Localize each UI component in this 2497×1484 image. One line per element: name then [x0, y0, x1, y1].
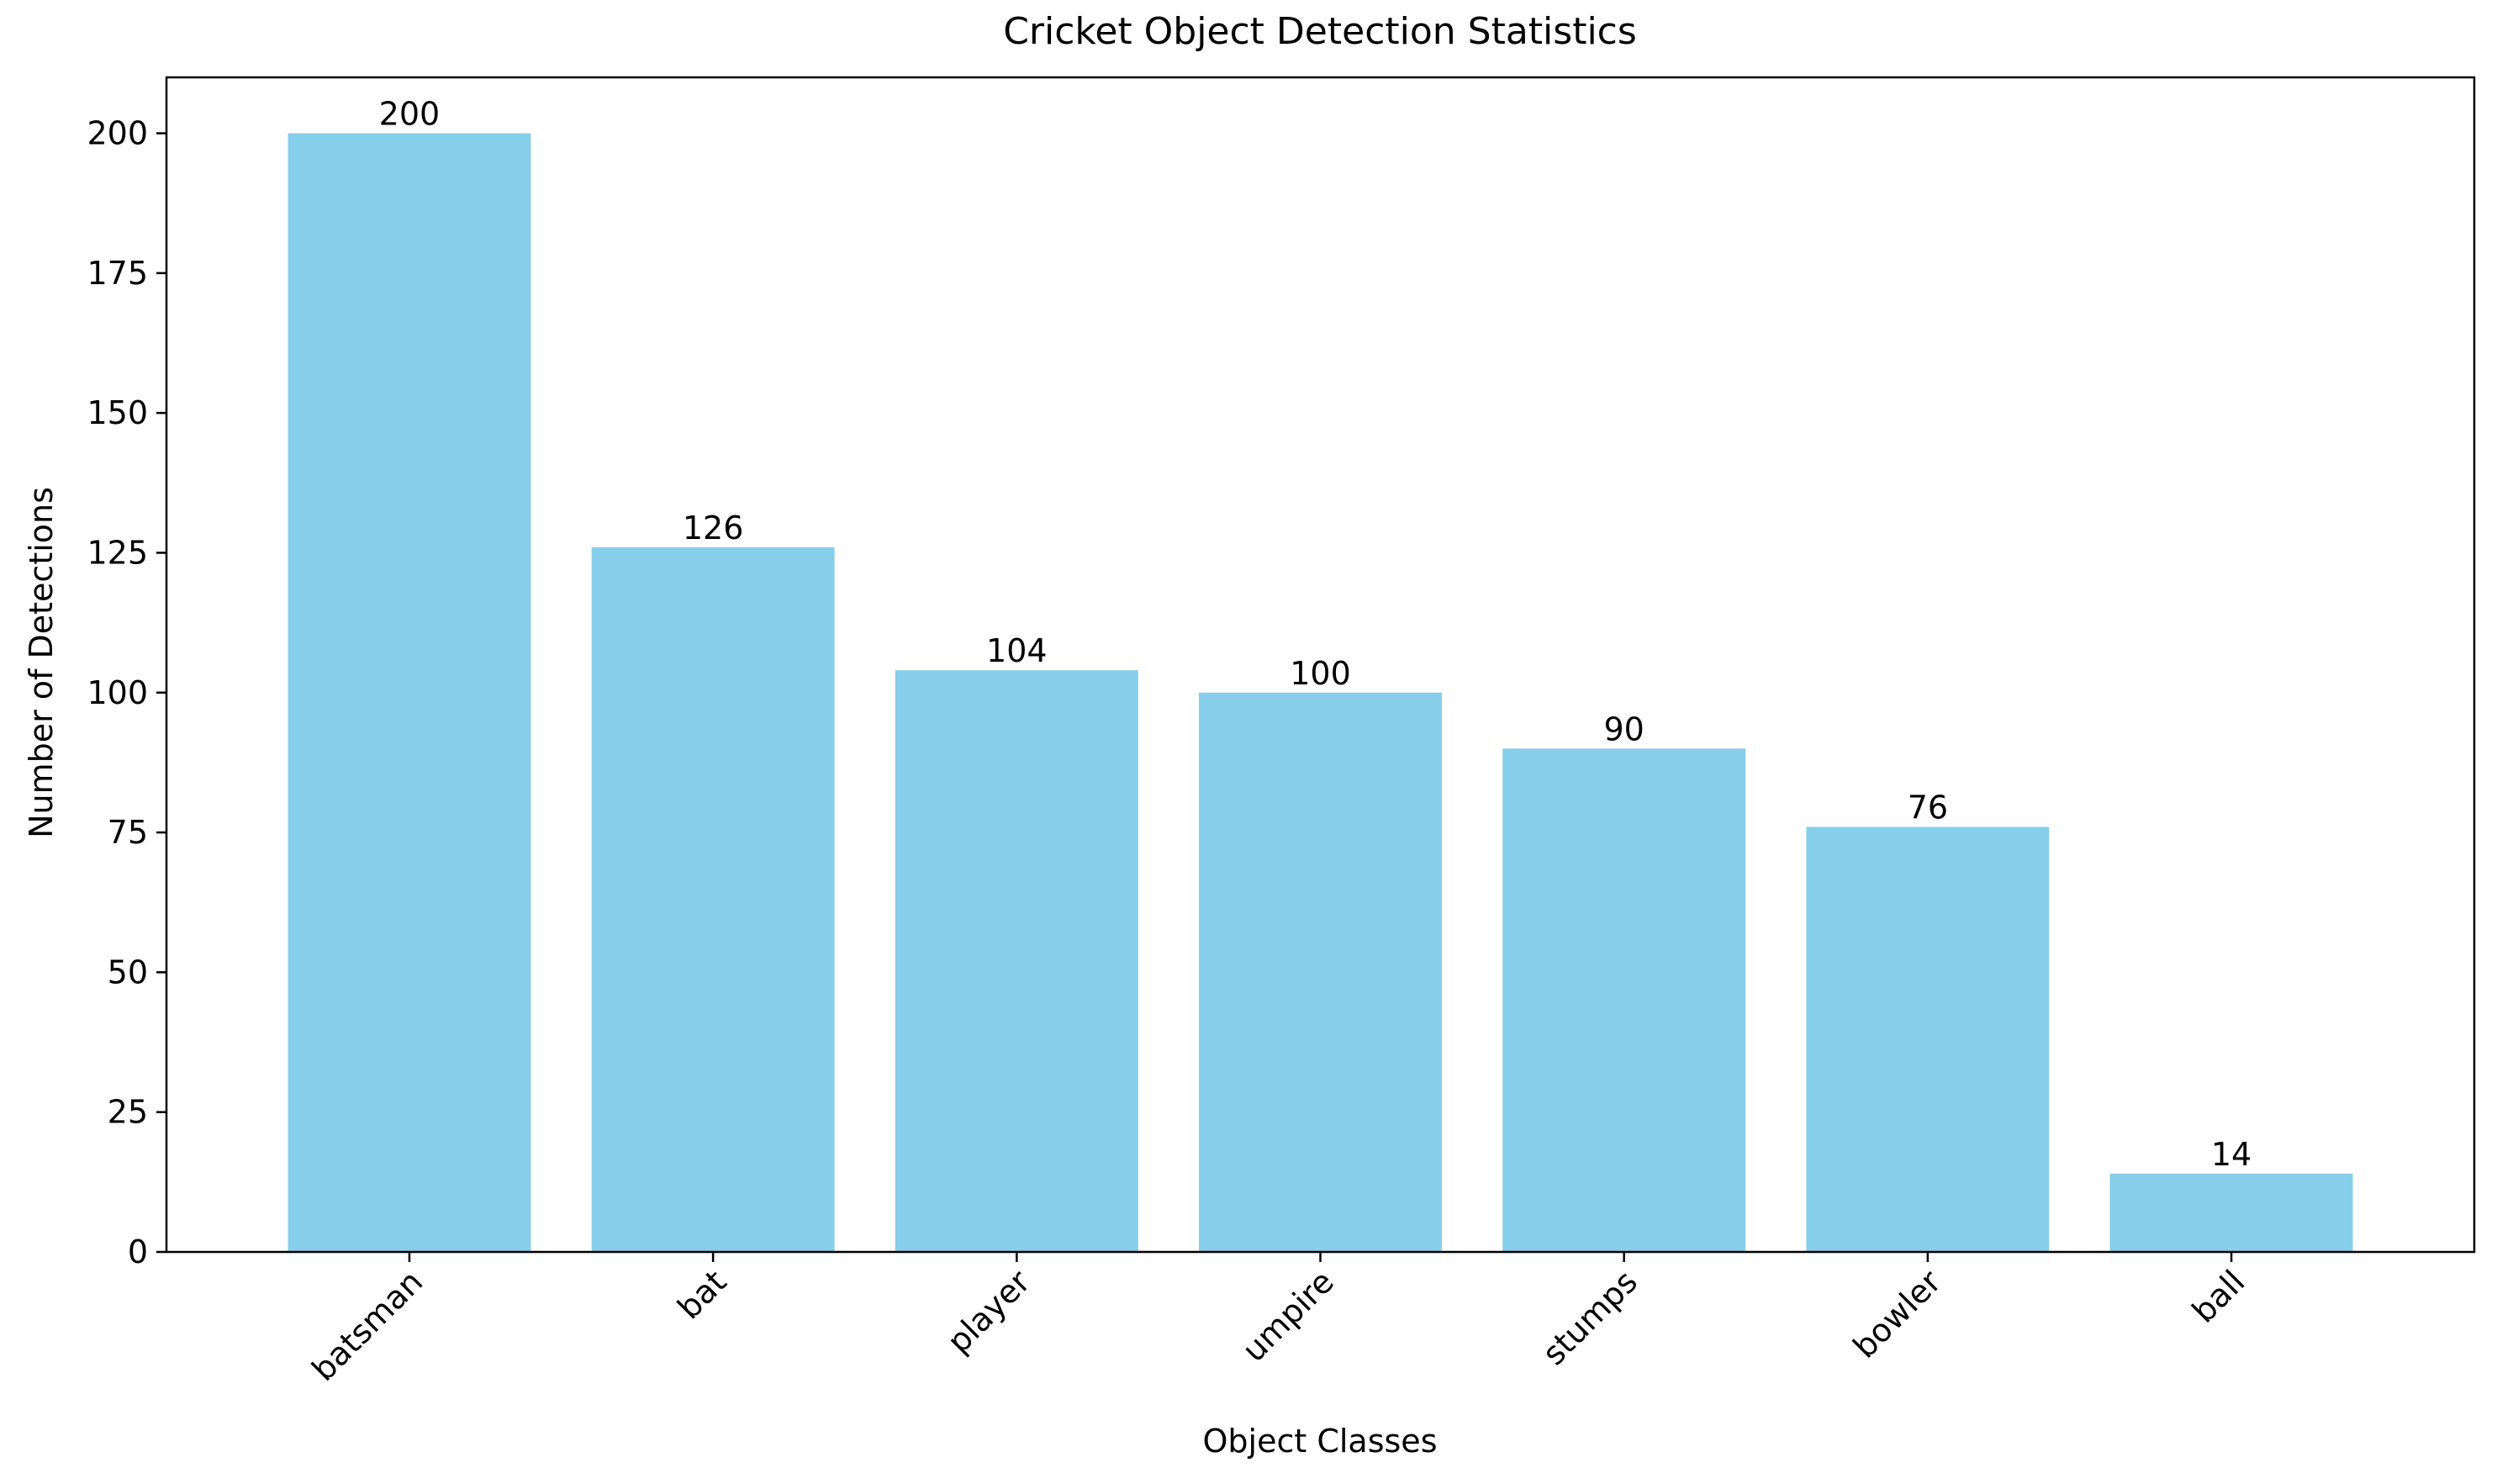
y-tick-label-75: 75 [108, 814, 148, 851]
bar-batsman [288, 133, 531, 1252]
y-axis-ticks: 0 25 50 75 100 125 150 175 200 [87, 115, 166, 1270]
bars-layer [288, 133, 2353, 1252]
bar-ball [2109, 1173, 2353, 1252]
bar-player [895, 670, 1138, 1252]
bar-value-label-umpire: 100 [1290, 655, 1351, 692]
y-tick-label-0: 0 [128, 1233, 148, 1270]
bar-stumps [1502, 748, 1746, 1252]
bar-value-label-bat: 126 [683, 510, 744, 547]
y-axis-label: Number of Detections [23, 487, 60, 838]
bar-value-label-player: 104 [986, 632, 1048, 669]
bar-umpire [1199, 692, 1442, 1252]
chart-title: Cricket Object Detection Statistics [1003, 10, 1637, 53]
bar-value-label-bowler: 76 [1908, 789, 1948, 826]
bar-bowler [1806, 826, 2050, 1252]
y-tick-label-125: 125 [87, 534, 148, 571]
y-tick-label-100: 100 [87, 674, 148, 711]
bar-labels-layer: 200 126 104 100 90 76 14 [379, 96, 2252, 1173]
x-axis-label: Object Classes [1203, 1423, 1438, 1460]
y-tick-label-175: 175 [87, 255, 148, 292]
bar-value-label-stumps: 90 [1604, 710, 1644, 747]
bar-value-label-ball: 14 [2211, 1136, 2252, 1173]
y-tick-label-25: 25 [108, 1094, 148, 1131]
bar-value-label-batsman: 200 [379, 96, 441, 133]
y-tick-label-50: 50 [108, 953, 148, 990]
y-tick-label-200: 200 [87, 115, 148, 152]
y-tick-label-150: 150 [87, 394, 148, 431]
bar-bat [591, 547, 835, 1252]
